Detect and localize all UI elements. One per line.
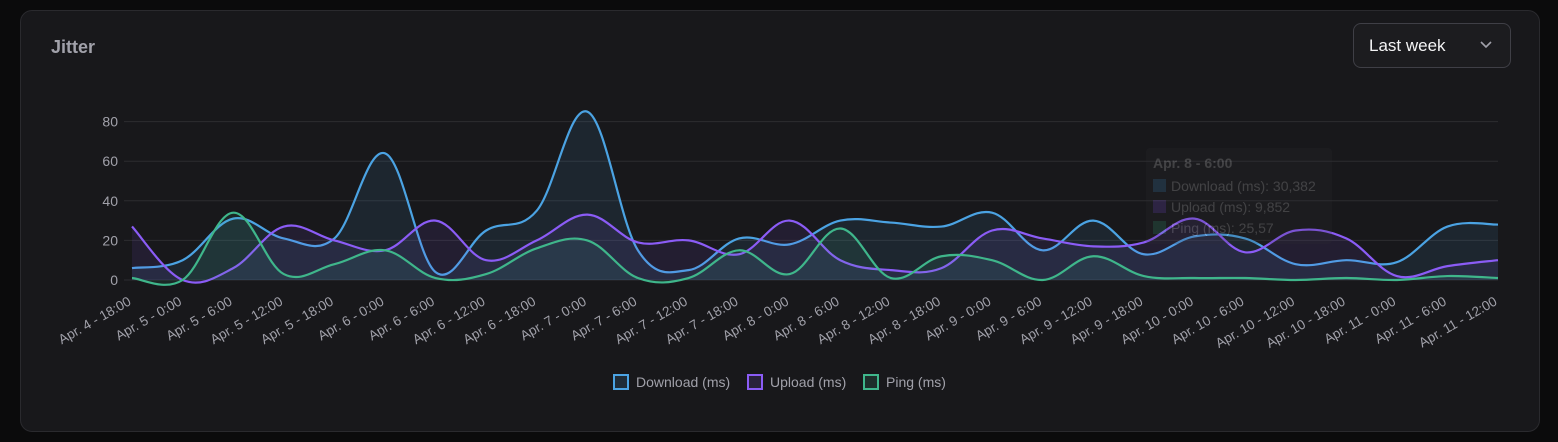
y-tick-label: 40 — [102, 193, 118, 209]
legend-item-ping-ms[interactable]: Ping (ms) — [863, 374, 946, 390]
tooltip-swatch — [1153, 200, 1166, 213]
legend-label: Download (ms) — [636, 374, 730, 390]
time-range-select[interactable]: Last week — [1353, 23, 1511, 68]
tooltip-line: Upload (ms): 9,852 — [1171, 199, 1290, 215]
chevron-down-icon — [1480, 41, 1492, 49]
tooltip-title: Apr. 8 - 6:00 — [1153, 155, 1233, 171]
series-line-upload-ms — [131, 213, 1499, 284]
legend-item-download-ms[interactable]: Download (ms) — [613, 374, 730, 390]
legend-swatch — [747, 374, 763, 390]
jitter-card: Jitter Last week — [20, 10, 1540, 432]
tooltip-swatch — [1153, 221, 1166, 234]
y-tick-label: 0 — [110, 272, 118, 288]
tooltip-swatch — [1153, 179, 1166, 192]
legend-label: Upload (ms) — [770, 374, 846, 390]
tooltip: Apr. 8 - 6:00 Download (ms): 30,382 Upload… — [1146, 148, 1332, 244]
legend-item-upload-ms[interactable]: Upload (ms) — [747, 374, 846, 390]
legend-swatch — [613, 374, 629, 390]
tooltip-line: Download (ms): 30,382 — [1171, 178, 1316, 194]
card-title: Jitter — [51, 37, 96, 57]
legend-swatch — [863, 374, 879, 390]
series-line-download-ms — [131, 110, 1499, 276]
series-line-ping-ms — [131, 211, 1499, 286]
series-area-ping-ms — [132, 212, 1498, 285]
y-tick-label: 60 — [102, 153, 118, 169]
y-tick-label: 80 — [102, 114, 118, 130]
time-range-value: Last week — [1369, 36, 1446, 55]
tooltip-line: Ping (ms): 25,57 — [1171, 220, 1274, 236]
y-tick-label: 20 — [102, 232, 118, 248]
tooltip-box — [1146, 148, 1332, 244]
legend-label: Ping (ms) — [886, 374, 946, 390]
